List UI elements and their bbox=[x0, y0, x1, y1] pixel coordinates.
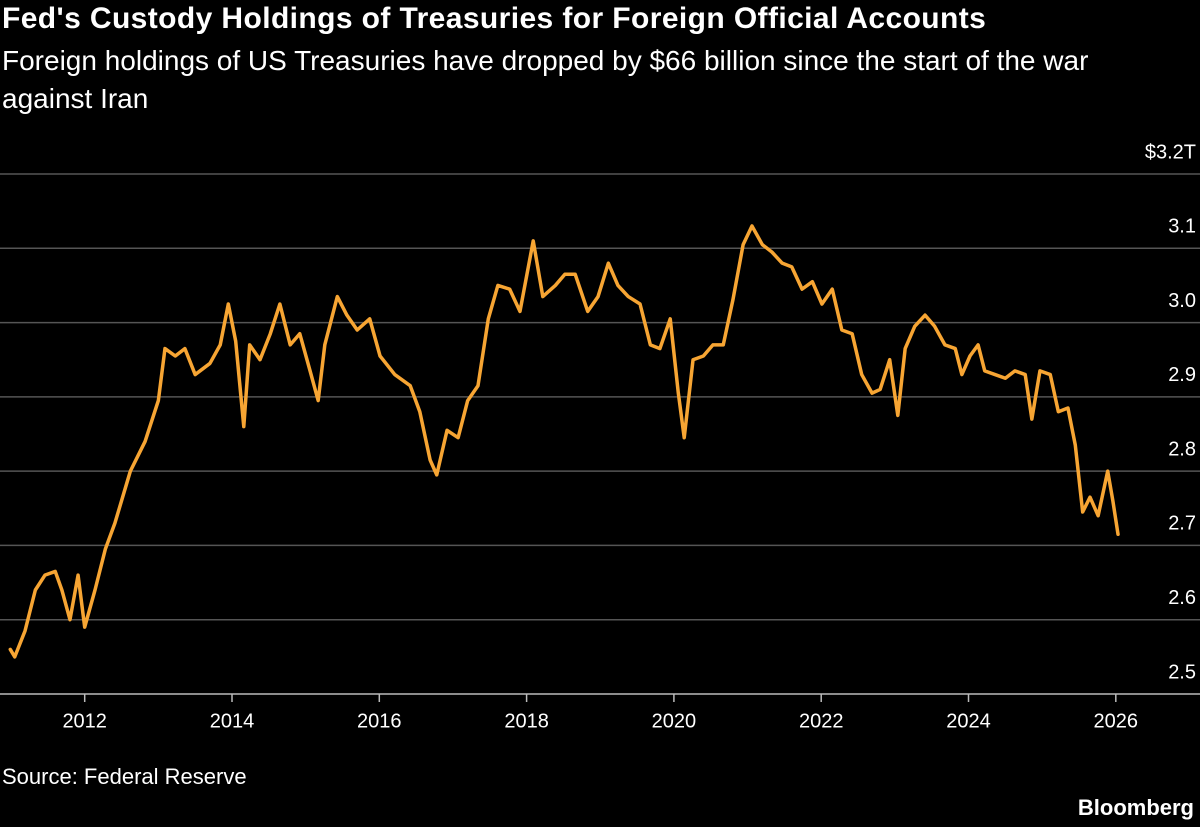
source-note: Source: Federal Reserve bbox=[2, 764, 247, 789]
y-tick-label: 2.6 bbox=[1168, 587, 1196, 609]
y-tick-label: 3.0 bbox=[1168, 290, 1196, 312]
y-tick-label: 2.7 bbox=[1168, 513, 1196, 535]
y-tick-label: $3.2T bbox=[1145, 141, 1196, 163]
x-tick-label: 2014 bbox=[210, 710, 255, 732]
chart-subtitle: Foreign holdings of US Treasuries have d… bbox=[2, 45, 1089, 114]
x-tick-label: 2022 bbox=[799, 710, 844, 732]
y-tick-label: 2.5 bbox=[1168, 661, 1196, 683]
x-tick-label: 2026 bbox=[1094, 710, 1139, 732]
x-tick-label: 2016 bbox=[357, 710, 402, 732]
brand: Bloomberg bbox=[1077, 795, 1194, 820]
x-tick-label: 2012 bbox=[62, 710, 107, 732]
y-tick-label: 2.9 bbox=[1168, 364, 1196, 386]
data-line bbox=[8, 224, 1120, 659]
y-tick-label: 2.8 bbox=[1168, 438, 1196, 460]
x-tick-label: 2018 bbox=[504, 710, 549, 732]
chart-title: Fed's Custody Holdings of Treasuries for… bbox=[2, 2, 987, 35]
x-tick-label: 2024 bbox=[946, 710, 991, 732]
y-tick-label: 3.1 bbox=[1168, 216, 1196, 238]
x-tick-label: 2020 bbox=[652, 710, 697, 732]
